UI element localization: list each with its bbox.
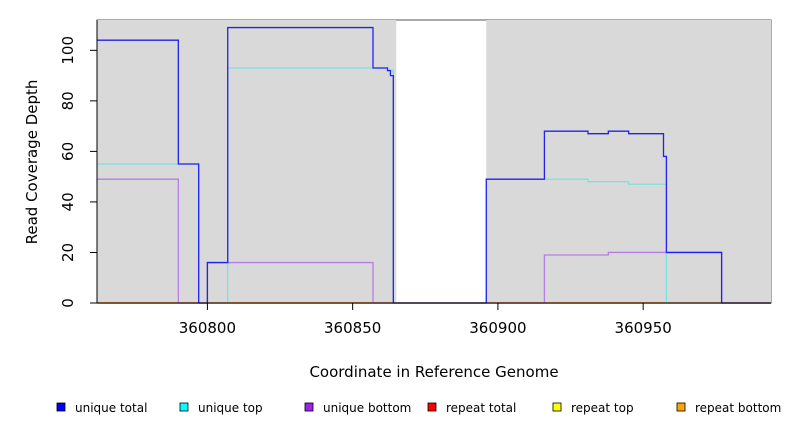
- x-tick-label: 360900: [469, 319, 526, 337]
- y-tick-label: 100: [59, 36, 77, 65]
- y-axis-label: Read Coverage Depth: [23, 80, 41, 245]
- y-ticks: 0 20 40 60 80 100: [59, 36, 97, 308]
- y-tick-label: 80: [59, 91, 77, 110]
- x-tick-label: 360850: [324, 319, 381, 337]
- legend-swatch: [304, 402, 314, 412]
- legend-item-repeat-total: repeat total: [427, 401, 516, 415]
- legend-label: repeat bottom: [695, 401, 781, 415]
- legend-swatch: [56, 402, 66, 412]
- x-tick-label: 360800: [179, 319, 236, 337]
- x-ticks: 360800 360850 360900 360950: [179, 303, 672, 337]
- plot-background: [96, 19, 772, 304]
- shaded-region-0: [97, 20, 397, 303]
- legend-item-repeat-bottom: repeat bottom: [676, 401, 781, 415]
- legend: unique total unique top unique bottom repea…: [56, 401, 781, 415]
- y-tick-label: 0: [59, 298, 77, 308]
- legend-label: unique total: [75, 401, 147, 415]
- legend-swatch: [552, 402, 562, 412]
- x-tick-label: 360950: [615, 319, 672, 337]
- x-axis-label: Coordinate in Reference Genome: [309, 363, 558, 381]
- legend-swatch: [427, 402, 437, 412]
- shaded-region-1: [486, 20, 771, 303]
- legend-item-repeat-top: repeat top: [552, 401, 634, 415]
- legend-item-unique-bottom: unique bottom: [304, 401, 411, 415]
- legend-item-unique-top: unique top: [179, 401, 263, 415]
- legend-label: repeat total: [446, 401, 516, 415]
- legend-label: unique top: [198, 401, 263, 415]
- y-tick-label: 60: [59, 142, 77, 161]
- y-tick-label: 40: [59, 192, 77, 211]
- legend-label: unique bottom: [323, 401, 411, 415]
- legend-label: repeat top: [571, 401, 634, 415]
- axes: 360800 360850 360900 360950 0 20 40 60 80 100: [59, 20, 771, 337]
- legend-swatch: [179, 402, 189, 412]
- legend-swatch: [676, 402, 686, 412]
- y-tick-label: 20: [59, 243, 77, 262]
- legend-item-unique-total: unique total: [56, 401, 147, 415]
